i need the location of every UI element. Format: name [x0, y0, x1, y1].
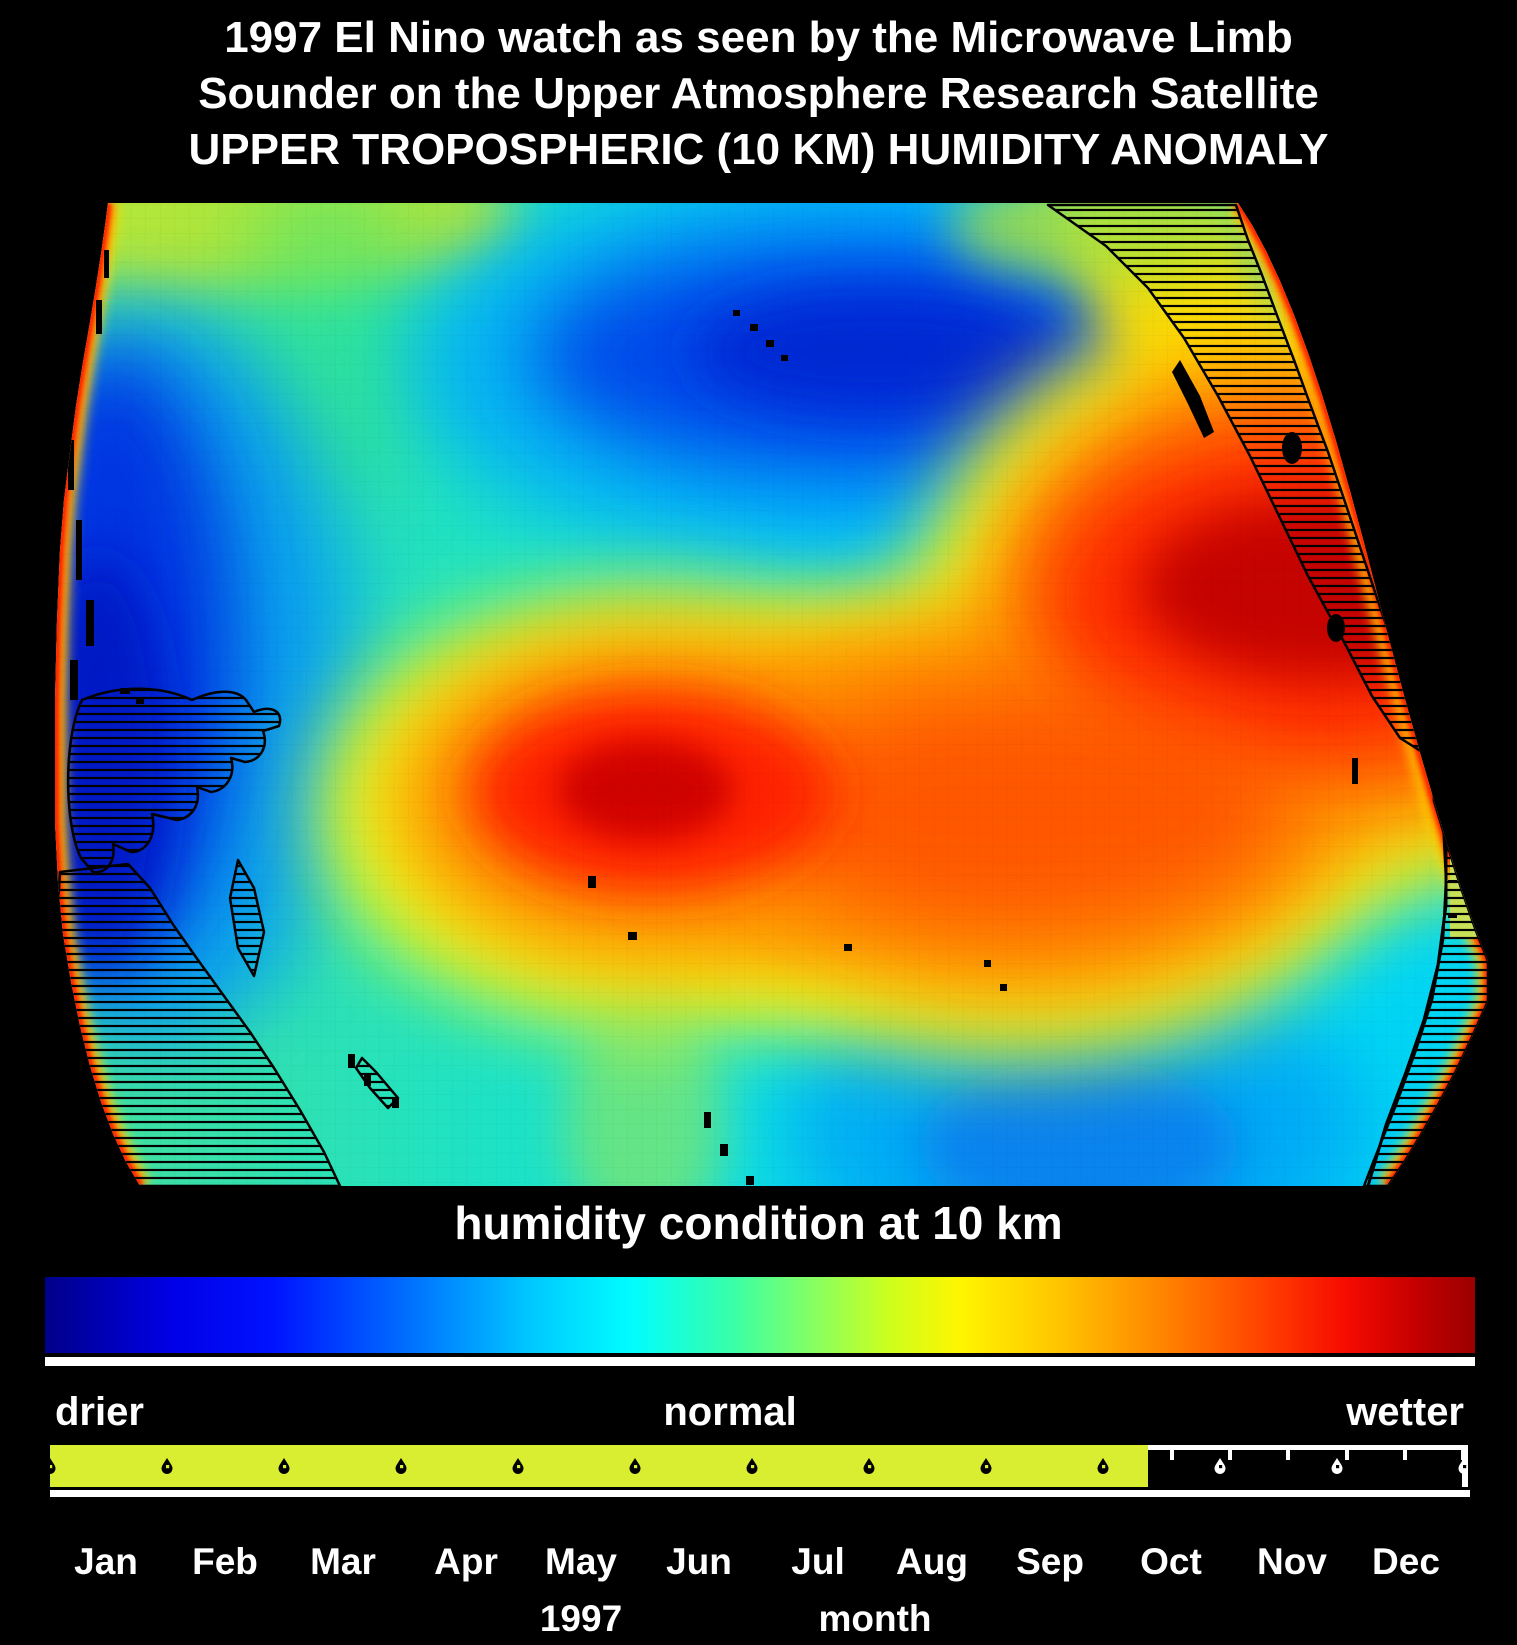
title-line-1: 1997 El Nino watch as seen by the Microw… — [224, 13, 1293, 62]
pacific-islands — [348, 876, 1007, 1185]
title-line-2: Sounder on the Upper Atmosphere Research… — [198, 69, 1319, 118]
month-label-oct: Oct — [1140, 1541, 1202, 1582]
droplet-month-marker — [510, 1457, 526, 1475]
droplet-month-marker — [1095, 1457, 1111, 1475]
droplet-month-marker — [1456, 1457, 1468, 1475]
month-label-jun: Jun — [666, 1541, 732, 1582]
land-new-caledonia — [354, 1056, 400, 1110]
month-label-jul: Jul — [791, 1541, 845, 1582]
half-month-tick — [1461, 1450, 1465, 1460]
humidity-field — [55, 203, 1488, 1186]
month-label-mar: Mar — [310, 1541, 376, 1582]
month-label-jan: Jan — [74, 1541, 138, 1582]
scale-label-drier: drier — [55, 1390, 144, 1434]
land-cape-york — [228, 858, 266, 978]
month-label-may: May — [545, 1541, 617, 1582]
timeline-remaining — [1148, 1445, 1468, 1487]
month-axis: Jan Feb Mar Apr May Jun Jul Aug Sep Oct Nov Dec — [0, 1541, 1517, 1591]
half-month-tick — [1345, 1450, 1349, 1460]
droplet-month-marker — [744, 1457, 760, 1475]
half-month-tick — [1286, 1450, 1290, 1460]
hawaii-islands — [733, 310, 788, 361]
scale-label-normal: normal — [663, 1390, 797, 1434]
humidity-colorbar — [45, 1277, 1475, 1353]
year-label: 1997 — [539, 1598, 623, 1639]
figure-title: 1997 El Nino watch as seen by the Microw… — [0, 10, 1517, 178]
month-axis-label: month — [818, 1598, 932, 1639]
timeline-bar — [50, 1445, 1468, 1487]
droplet-month-marker — [276, 1457, 292, 1475]
month-label-sep: Sep — [1016, 1541, 1084, 1582]
colorbar-label: humidity condition at 10 km — [454, 1197, 1063, 1249]
month-label-aug: Aug — [896, 1541, 968, 1582]
half-month-tick — [1228, 1450, 1232, 1460]
timeline-underline — [50, 1490, 1470, 1497]
half-month-tick — [1170, 1450, 1174, 1460]
scale-label-wetter: wetter — [1346, 1390, 1464, 1434]
droplet-month-marker — [978, 1457, 994, 1475]
month-label-nov: Nov — [1257, 1541, 1327, 1582]
droplet-month-marker — [50, 1457, 58, 1475]
month-label-feb: Feb — [192, 1541, 258, 1582]
droplet-month-marker — [393, 1457, 409, 1475]
droplet-month-marker — [159, 1457, 175, 1475]
land-new-guinea — [66, 687, 282, 874]
colorbar-underline — [45, 1357, 1475, 1366]
droplet-month-marker — [1329, 1457, 1345, 1475]
droplet-month-marker — [861, 1457, 877, 1475]
droplet-month-marker — [627, 1457, 643, 1475]
month-label-dec: Dec — [1372, 1541, 1440, 1582]
title-line-3: UPPER TROPOSPHERIC (10 KM) HUMIDITY ANOM… — [188, 125, 1329, 174]
timeline-elapsed-fill — [50, 1445, 1148, 1487]
droplet-month-marker — [1212, 1457, 1228, 1475]
half-month-tick — [1403, 1450, 1407, 1460]
month-label-apr: Apr — [434, 1541, 498, 1582]
asia-coast-fragments — [68, 250, 1358, 784]
